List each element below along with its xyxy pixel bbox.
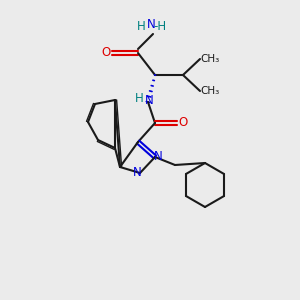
Text: N: N	[133, 167, 141, 179]
Text: CH₃: CH₃	[200, 86, 220, 96]
Text: H: H	[136, 20, 146, 32]
Text: CH₃: CH₃	[200, 54, 220, 64]
Text: H: H	[135, 92, 143, 104]
Text: N: N	[154, 151, 162, 164]
Text: O: O	[101, 46, 111, 59]
Text: O: O	[178, 116, 188, 130]
Text: -H: -H	[153, 20, 167, 32]
Text: N: N	[147, 17, 155, 31]
Text: N: N	[145, 94, 153, 106]
